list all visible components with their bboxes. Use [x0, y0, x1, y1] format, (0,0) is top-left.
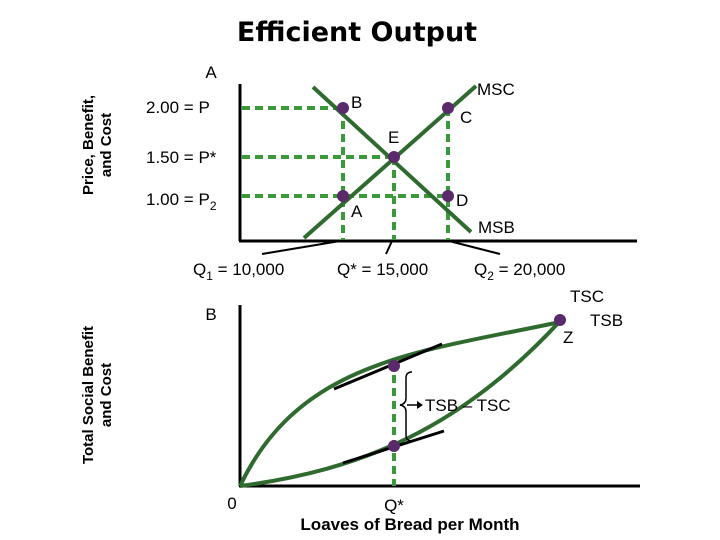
gap-arrow-icon — [417, 401, 423, 409]
top-y-axis-label-line1: Price, Benefit, — [80, 95, 97, 195]
qstar-label: Q* — [384, 496, 404, 515]
leader-q2 — [448, 240, 501, 255]
point-d-label: D — [456, 191, 468, 210]
point-c-label: C — [460, 108, 472, 127]
x-axis-label: Loaves of Bread per Month — [300, 515, 519, 534]
quantity-label-q2: Q2 = 20,000 — [474, 260, 565, 283]
price-guides — [242, 106, 448, 198]
point-a-label: A — [351, 202, 363, 221]
leader-qstar — [385, 240, 393, 255]
point-c — [442, 102, 454, 114]
tsc-label: TSC — [570, 287, 604, 306]
tsb-label: TSB — [590, 311, 623, 330]
point-z — [554, 314, 566, 326]
point-e — [388, 151, 400, 163]
bottom-panel: Total Social Benefit and Cost B TSB – TS… — [80, 287, 640, 534]
quantity-guides — [341, 108, 450, 240]
bottom-y-axis-label-line2: and Cost — [98, 363, 115, 427]
point-tsb-qstar — [388, 360, 400, 372]
quantity-leaders — [261, 240, 501, 255]
origin-label: 0 — [227, 494, 236, 513]
top-points — [337, 102, 454, 202]
bottom-axis-label: B — [205, 305, 216, 324]
leader-q1 — [261, 240, 341, 255]
msc-label: MSC — [477, 80, 515, 99]
gap-label: TSB – TSC — [425, 396, 511, 415]
quantity-label-q1: Q1 = 10,000 — [193, 260, 284, 283]
top-y-axis-label-line2: and Cost — [98, 113, 115, 177]
point-b — [337, 102, 349, 114]
price-label-p2: 1.00 = P2 — [146, 190, 217, 213]
top-panel: Price, Benefit, and Cost A 2.00 = P 1.50… — [80, 63, 637, 283]
tsb-curve — [238, 320, 561, 487]
diagram-title: Efficient Output — [237, 17, 477, 48]
msb-label: MSB — [478, 218, 515, 237]
point-a — [337, 190, 349, 202]
point-d — [442, 190, 454, 202]
point-tsc-qstar — [388, 440, 400, 452]
quantity-label-qstar: Q* = 15,000 — [337, 260, 428, 279]
point-z-label: Z — [563, 328, 573, 347]
gap-brace — [399, 371, 413, 442]
bottom-y-axis-label-line1: Total Social Benefit — [80, 326, 97, 464]
point-e-label: E — [388, 128, 399, 147]
top-axis-label: A — [205, 63, 217, 82]
tsb-tangent — [333, 342, 443, 391]
tsc-curve — [239, 318, 563, 488]
price-label-pstar: 1.50 = P* — [146, 148, 217, 167]
bottom-points — [388, 314, 566, 452]
point-b-label: B — [351, 93, 362, 112]
price-label-p: 2.00 = P — [146, 98, 210, 117]
